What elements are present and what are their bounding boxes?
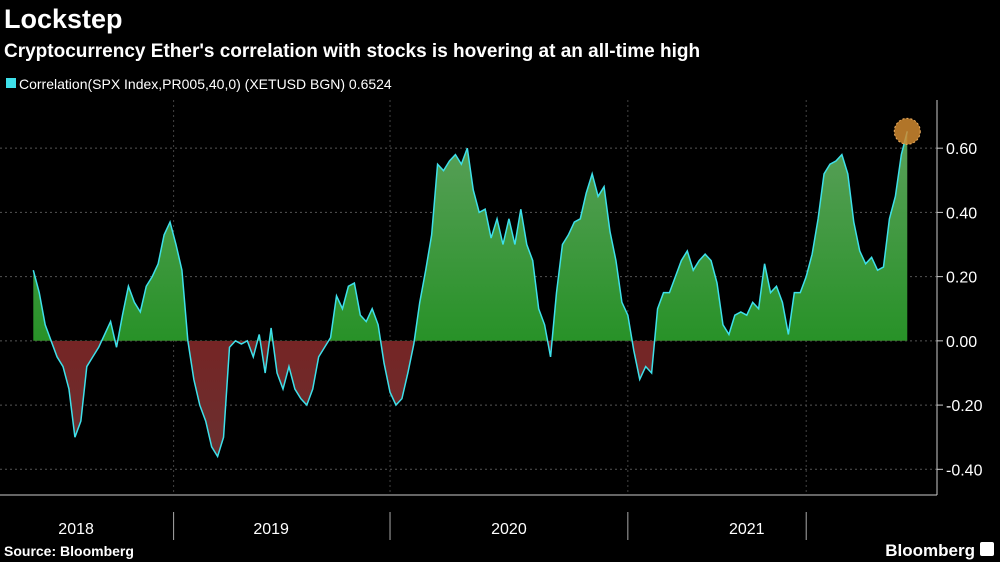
x-tick-label: 2020 [491, 521, 527, 538]
chart-title: Lockstep [4, 4, 123, 34]
y-tick-label: 0.00 [946, 334, 977, 351]
brand: Bloomberg [885, 541, 975, 560]
area-positive [33, 131, 908, 341]
y-tick-label: -0.20 [946, 398, 983, 415]
y-tick-label: 0.60 [946, 141, 977, 158]
x-tick-label: 2018 [58, 521, 94, 538]
area-negative [33, 340, 908, 457]
x-tick-label: 2021 [729, 521, 765, 538]
y-tick-label: 0.20 [946, 270, 977, 287]
x-tick-label: 2019 [253, 521, 289, 538]
legend-swatch [6, 78, 16, 88]
line [32, 131, 908, 459]
highlight-marker [893, 117, 921, 145]
y-tick-label: 0.40 [946, 205, 977, 222]
legend-label: Correlation(SPX Index,PR005,40,0) (XETUS… [19, 76, 392, 92]
brand-icon [980, 542, 994, 556]
chart-subtitle: Cryptocurrency Ether's correlation with … [4, 41, 700, 62]
y-tick-label: -0.40 [946, 462, 983, 479]
source: Source: Bloomberg [4, 543, 134, 559]
